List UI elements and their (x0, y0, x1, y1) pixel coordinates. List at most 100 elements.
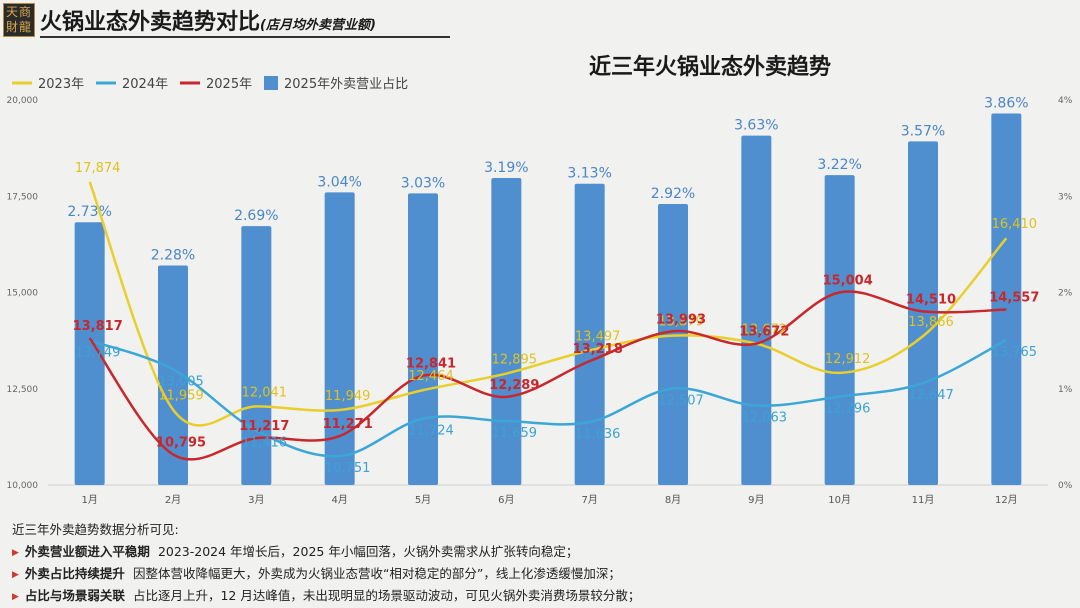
point-label-2025年: 13,672 (739, 325, 789, 340)
bullet-icon: ▶ (12, 548, 19, 558)
bar-label: 3.63% (734, 118, 778, 134)
bar-label: 2.69% (234, 208, 278, 224)
point-label-2025年: 11,271 (323, 417, 373, 432)
bar-label: 2.73% (67, 204, 111, 220)
point-label-2024年: 11,416 (242, 435, 288, 450)
x-axis-tick: 1月 (81, 494, 97, 506)
x-axis-tick: 12月 (995, 494, 1018, 506)
left-axis-tick: 12,500 (7, 385, 39, 395)
bar-label: 2.28% (151, 248, 195, 264)
legend-swatch (264, 76, 278, 90)
point-label-2025年: 13,218 (573, 342, 623, 357)
header: 天商 財龍 火锅业态外卖趋势对比(店月均外卖营业额) (0, 0, 1080, 46)
logo-line-2: 財龍 (5, 20, 32, 34)
note-lead: 外卖营业额进入平稳期 (24, 544, 150, 559)
page-subtitle: (店月均外卖营业额) (260, 18, 376, 33)
point-label-2023年: 13,672 (742, 323, 788, 338)
chart-title: 近三年火锅业态外卖趋势 (589, 54, 831, 80)
bullet-icon: ▶ (12, 592, 19, 602)
legend-label: 2023年 (38, 77, 84, 92)
bar-label: 3.04% (317, 174, 361, 190)
line-series-2023年 (88, 181, 1008, 427)
right-axis-tick: 2% (1058, 289, 1073, 299)
point-label-2025年: 13,993 (656, 312, 706, 327)
bar-label: 3.13% (567, 166, 611, 182)
left-axis-tick: 10,000 (7, 481, 39, 491)
point-label-2025年: 13,817 (73, 319, 123, 334)
legend-label: 2024年 (122, 77, 168, 92)
point-label-2025年: 12,289 (489, 378, 539, 393)
bar-9月 (741, 135, 772, 486)
point-label-2024年: 10,751 (325, 461, 371, 476)
x-axis-tick: 11月 (912, 494, 935, 506)
bar-10月 (824, 175, 855, 485)
point-label-2024年: 11,636 (575, 427, 621, 442)
bullet-icon: ▶ (12, 570, 19, 580)
left-axis-tick: 20,000 (7, 96, 39, 106)
point-label-2024年: 12,507 (658, 393, 704, 408)
bar-label: 3.03% (401, 175, 445, 191)
chart-container: 近三年火锅业态外卖趋势 2023年 2024年 2025年 2025年外卖营业占比 10,… (0, 40, 1080, 514)
bar-label: 3.86% (984, 95, 1028, 111)
x-axis-tick: 4月 (331, 494, 347, 506)
point-label-2024年: 11,659 (492, 426, 538, 441)
right-axis-tick: 4% (1058, 96, 1073, 106)
bar-label: 3.22% (817, 157, 861, 173)
bar-label: 3.57% (901, 123, 945, 139)
point-label-2025年: 14,557 (989, 291, 1039, 306)
legend-label: 2025年 (206, 77, 252, 92)
point-label-2023年: 11,949 (325, 389, 371, 404)
point-label-2023年: 12,895 (492, 353, 538, 368)
point-label-2024年: 13,005 (158, 374, 204, 389)
bar-label: 2.92% (651, 186, 695, 202)
right-axis-tick: 0% (1058, 481, 1073, 491)
page-title-text: 火锅业态外卖趋势对比 (40, 10, 261, 35)
point-label-2024年: 12,296 (825, 402, 871, 417)
x-axis-tick: 6月 (498, 494, 514, 506)
note-text: 2023-2024 年增长后，2025 年小幅回落，火锅外卖需求从扩张转向稳定； (157, 544, 579, 559)
note-lead: 占比与场景弱关联 (24, 588, 125, 603)
point-label-2023年: 17,874 (75, 161, 121, 176)
legend-label: 2025年外卖营业占比 (284, 77, 408, 92)
point-label-2025年: 14,510 (906, 292, 956, 307)
x-axis-tick: 8月 (665, 494, 681, 506)
point-label-2025年: 10,795 (156, 435, 206, 450)
page-title: 火锅业态外卖趋势对比(店月均外卖营业额) (40, 4, 376, 36)
x-axis-tick: 3月 (248, 494, 264, 506)
bar-3月 (241, 226, 272, 485)
bar-5月 (408, 193, 438, 486)
point-label-2023年: 13,866 (908, 315, 954, 330)
bar-2月 (158, 265, 188, 485)
note-text: 因整体营收降幅更大，外卖成为火锅业态营收“相对稳定的部分”，线上化渗透缓慢加深； (132, 566, 621, 581)
point-label-2024年: 11,724 (408, 424, 454, 439)
right-axis-tick: 1% (1058, 385, 1073, 395)
point-label-2023年: 13,879 (658, 315, 704, 330)
bar-7月 (574, 183, 605, 486)
bar-11月 (908, 141, 938, 485)
brand-logo: 天商 財龍 (3, 3, 35, 37)
point-label-2023年: 11,959 (158, 389, 204, 404)
line-series-2024年 (89, 338, 1007, 458)
point-label-2023年: 12,464 (408, 369, 454, 384)
analysis-notes: 近三年外卖趋势数据分析可见: ▶ 外卖营业额进入平稳期 2023-2024 年增长后… (0, 515, 1080, 608)
point-label-2025年: 15,004 (823, 273, 873, 288)
bar-1月 (74, 222, 105, 486)
bar-4月 (324, 192, 355, 485)
point-label-2024年: 13,765 (992, 345, 1038, 360)
x-axis-tick: 2月 (165, 494, 181, 506)
bar-label: 3.19% (484, 160, 528, 176)
note-item: ▶ 外卖占比持续提升 因整体营收降幅更大，外卖成为火锅业态营收“相对稳定的部分”，线… (12, 563, 621, 582)
x-axis-tick: 7月 (581, 494, 597, 506)
x-axis-tick: 5月 (415, 494, 431, 506)
title-underline (40, 36, 450, 38)
point-label-2025年: 11,217 (239, 419, 289, 434)
note-item: ▶ 占比与场景弱关联 占比逐月上升，12 月达峰值，未出现明显的场景驱动波动，可见火… (12, 585, 640, 604)
right-axis-tick: 3% (1058, 192, 1073, 202)
note-item: ▶ 外卖营业额进入平稳期 2023-2024 年增长后，2025 年小幅回落，火锅外… (12, 541, 578, 560)
left-axis-tick: 17,500 (7, 192, 39, 202)
bar-6月 (491, 177, 522, 485)
x-axis-tick: 9月 (748, 494, 764, 506)
logo-line-1: 天商 (5, 5, 32, 19)
note-lead: 外卖占比持续提升 (24, 566, 125, 581)
bar-12月 (991, 113, 1022, 485)
